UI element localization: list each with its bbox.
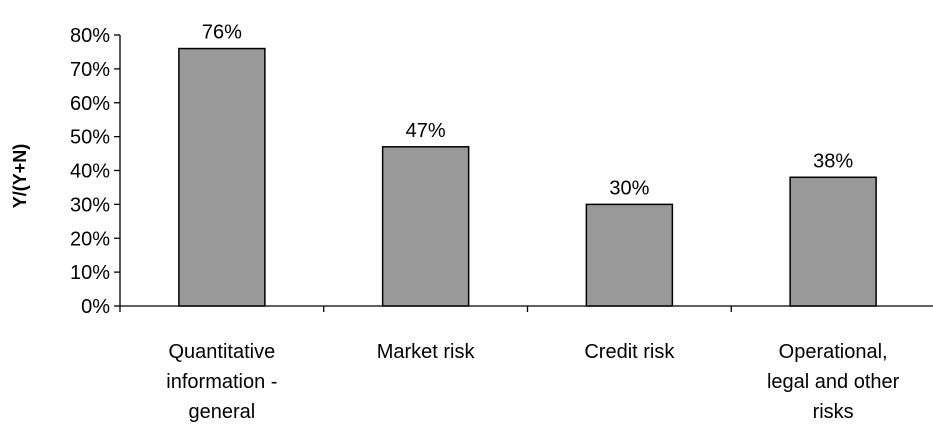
y-tick-label: 10% xyxy=(70,262,110,284)
plot-area: 0% 10% 20% 30% 40% 50% 60% 70% 80% 76% Quantitativ… xyxy=(70,22,933,423)
y-tick-label: 80% xyxy=(70,25,110,47)
y-tick-label: 30% xyxy=(70,194,110,216)
y-tick-label: 40% xyxy=(70,161,110,183)
x-category-label: Market risk xyxy=(377,341,476,363)
x-category-label: Operational, legal and other risks xyxy=(767,341,900,423)
bar xyxy=(789,176,877,307)
data-label: 47% xyxy=(406,120,446,142)
x-category-label: Credit risk xyxy=(584,341,675,363)
y-tick-label: 20% xyxy=(70,228,110,250)
y-tick-label: 0% xyxy=(81,296,110,318)
bar xyxy=(178,47,266,307)
x-category-label: Quantitative information -general xyxy=(166,341,277,423)
y-tick-label: 50% xyxy=(70,127,110,149)
y-tick-label: 60% xyxy=(70,93,110,115)
bar xyxy=(381,146,470,307)
y-axis-title: Y/(Y+N) xyxy=(10,144,30,209)
data-label: 76% xyxy=(202,22,242,44)
data-label: 30% xyxy=(609,177,649,199)
y-tick-label: 70% xyxy=(70,59,110,81)
data-label: 38% xyxy=(813,150,853,172)
bar xyxy=(585,203,674,307)
